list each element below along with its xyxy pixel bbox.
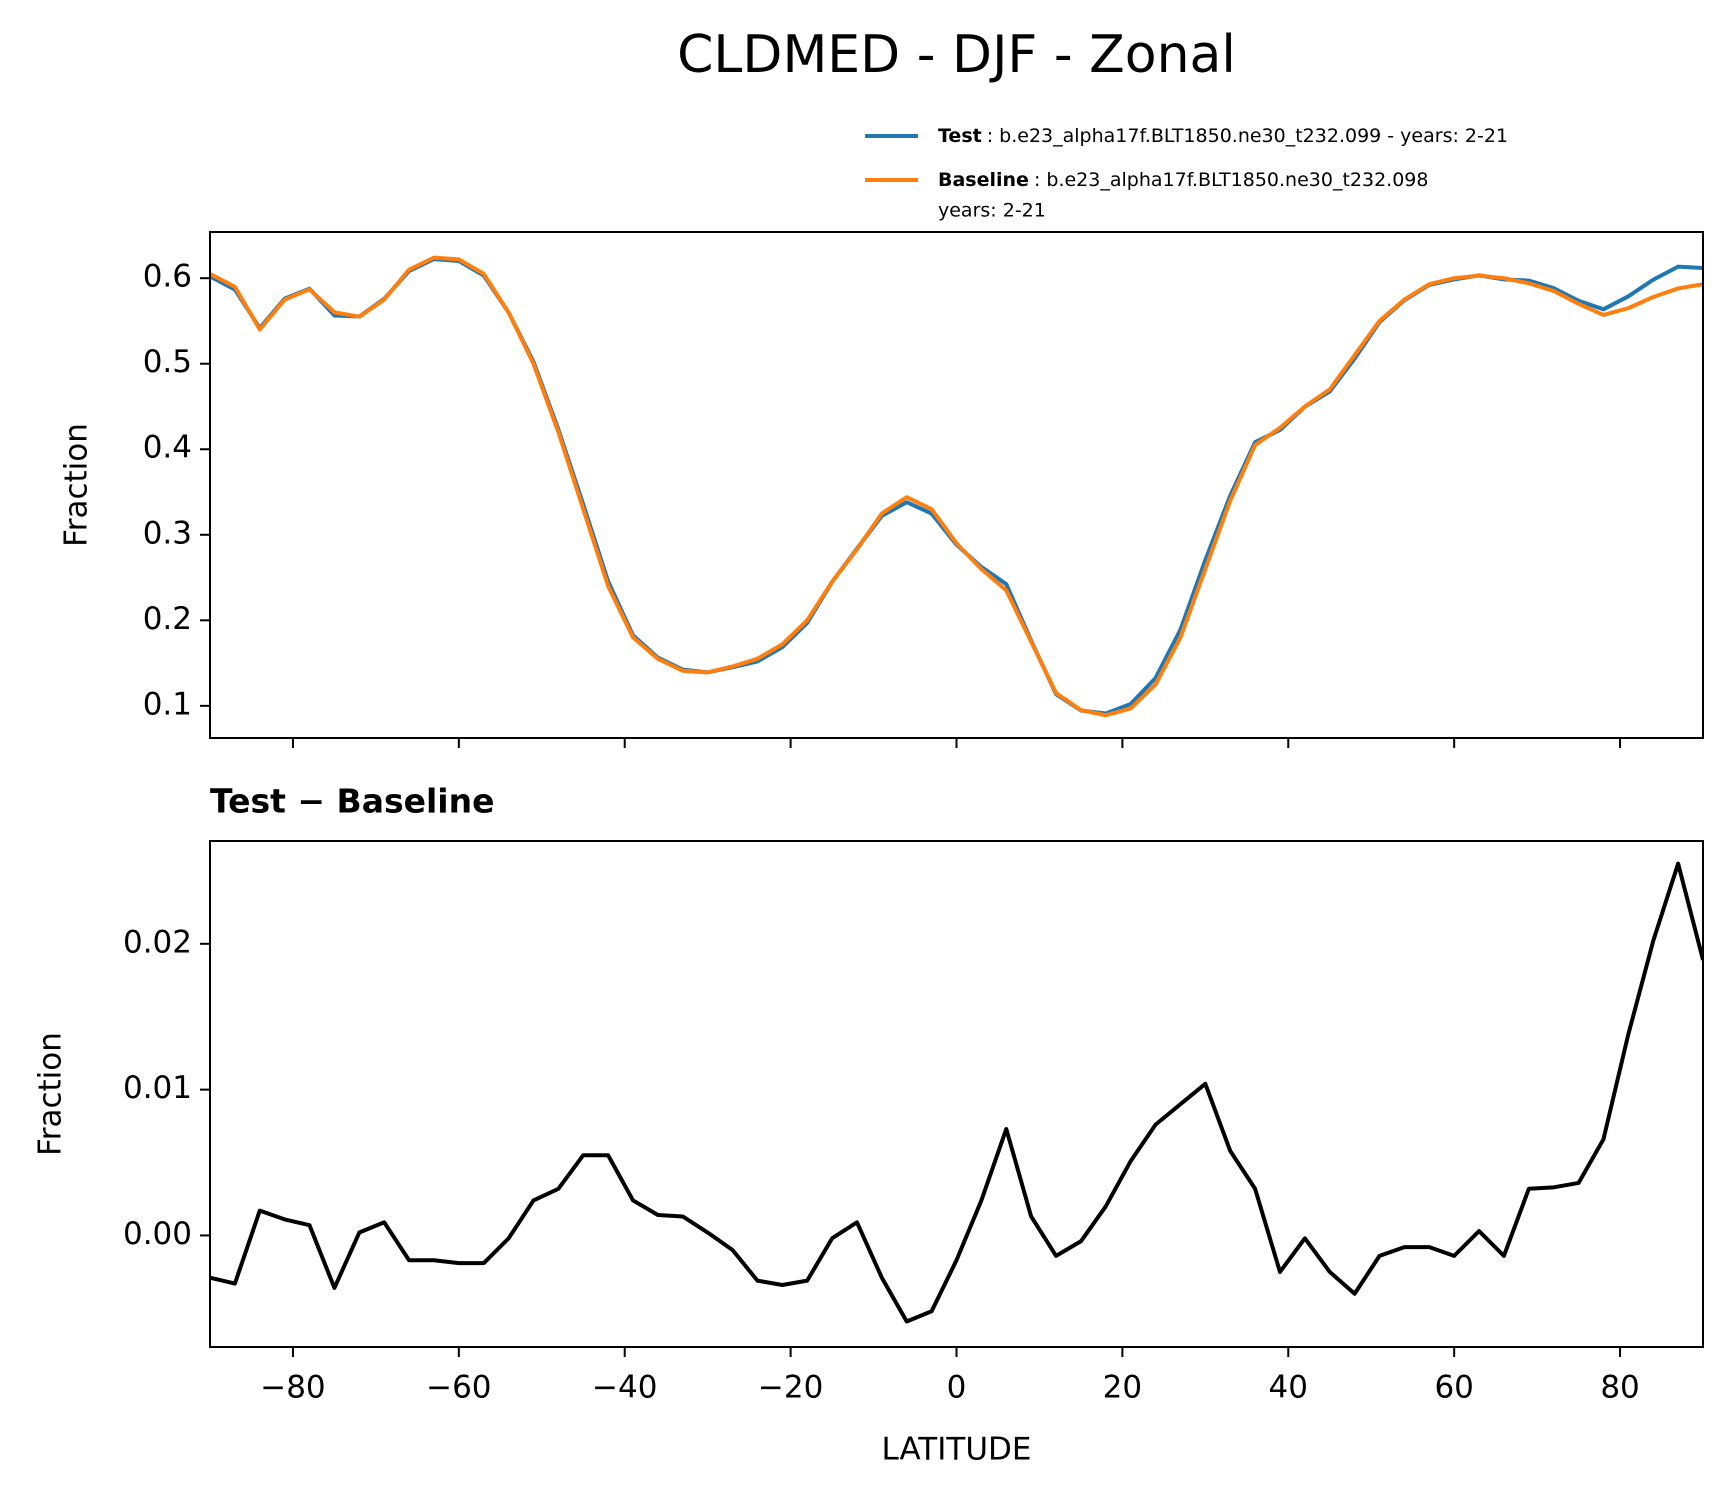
y-tick-label: 0.00 (123, 1216, 192, 1252)
x-tick-label: 20 (1103, 1370, 1142, 1406)
y-tick-label: 0.3 (143, 515, 192, 551)
y-tick-label: 0.4 (143, 430, 192, 466)
y-axis-label: Fraction (33, 1032, 69, 1156)
x-tick-label: 80 (1600, 1370, 1639, 1406)
legend-description: : b.e23_alpha17f.BLT1850.ne30_t232.099 -… (987, 125, 1508, 147)
panel-title: Test − Baseline (210, 782, 495, 821)
series-line (210, 255, 1703, 718)
y-axis-label: Fraction (59, 423, 95, 547)
series-line (210, 861, 1703, 1324)
x-tick-label: −40 (592, 1370, 657, 1406)
x-tick-label: 40 (1269, 1370, 1308, 1406)
y-tick-label: 0.6 (143, 259, 192, 295)
legend-label: Test: b.e23_alpha17f.BLT1850.ne30_t232.0… (938, 125, 1508, 147)
axes-frame (209, 840, 1704, 1348)
legend-name: Baseline (938, 169, 1029, 191)
x-tick-label: −20 (758, 1370, 823, 1406)
legend-name: Test (938, 125, 982, 147)
series-line (210, 257, 1703, 716)
x-tick-label: 60 (1434, 1370, 1473, 1406)
y-tick-label: 0.1 (143, 686, 192, 722)
y-tick-label: 0.01 (123, 1070, 192, 1106)
y-tick-label: 0.5 (143, 344, 192, 380)
legend-description: years: 2-21 (938, 200, 1046, 222)
chart-title: CLDMED - DJF - Zonal (677, 25, 1236, 85)
legend-description: : b.e23_alpha17f.BLT1850.ne30_t232.098 (1034, 169, 1429, 191)
x-axis-label: LATITUDE (882, 1432, 1032, 1468)
x-tick-label: −80 (260, 1370, 325, 1406)
y-tick-label: 0.2 (143, 601, 192, 637)
axes-frame (209, 231, 1704, 739)
x-tick-label: −60 (426, 1370, 491, 1406)
x-tick-label: 0 (947, 1370, 967, 1406)
y-tick-label: 0.02 (123, 924, 192, 960)
legend-label: Baseline: b.e23_alpha17f.BLT1850.ne30_t2… (938, 169, 1428, 191)
